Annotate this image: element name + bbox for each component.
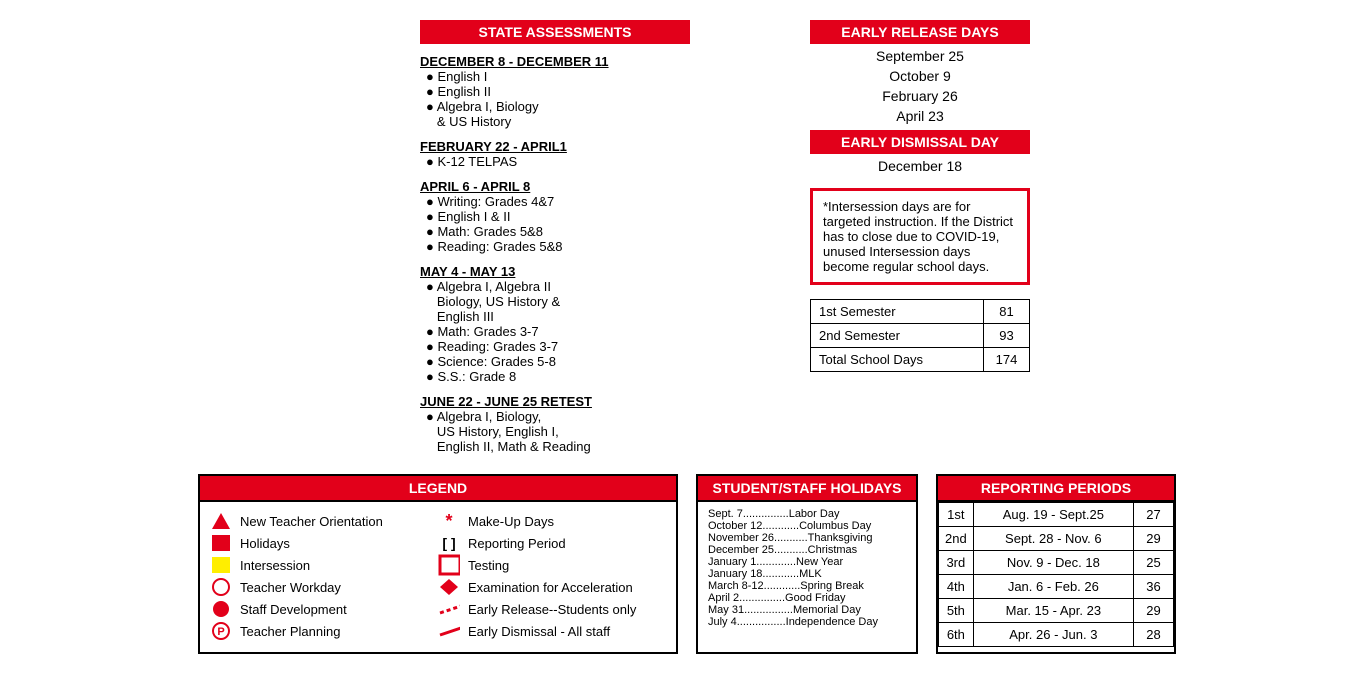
reporting-header: REPORTING PERIODS <box>938 476 1174 502</box>
holiday-row: May 31................Memorial Day <box>708 604 906 616</box>
semester-row: 1st Semester81 <box>811 300 1030 324</box>
legend-row: Testing <box>438 556 666 574</box>
assessment-item: ● Math: Grades 3-7 <box>420 324 690 339</box>
assessment-item: ● English I & II <box>420 209 690 224</box>
assessment-block-title: FEBRUARY 22 - APRIL1 <box>420 139 690 154</box>
legend-row: Intersession <box>210 556 438 574</box>
holiday-row: Sept. 7...............Labor Day <box>708 508 906 520</box>
holiday-row: October 12............Columbus Day <box>708 520 906 532</box>
assessment-item: ● Reading: Grades 5&8 <box>420 239 690 254</box>
reporting-row: 2ndSept. 28 - Nov. 629 <box>939 527 1174 551</box>
legend-label: Early Release--Students only <box>468 602 636 617</box>
legend-label: New Teacher Orientation <box>240 514 383 529</box>
semester-table: 1st Semester812nd Semester93Total School… <box>810 299 1030 372</box>
early-release-date: February 26 <box>810 88 1030 104</box>
square-outline-red-icon <box>438 556 460 574</box>
square-red-icon <box>210 534 232 552</box>
assessment-item: ● Algebra I, Biology, <box>420 409 690 424</box>
semester-row: Total School Days174 <box>811 348 1030 372</box>
assessment-item: ● Algebra I, Algebra II <box>420 279 690 294</box>
legend-label: Teacher Workday <box>240 580 341 595</box>
legend-label: Make-Up Days <box>468 514 554 529</box>
assessment-block-title: DECEMBER 8 - DECEMBER 11 <box>420 54 690 69</box>
legend-row: Teacher Workday <box>210 578 438 596</box>
early-release-date: October 9 <box>810 68 1030 84</box>
assessment-item: ● English I <box>420 69 690 84</box>
legend-panel: LEGEND New Teacher Orientation Holidays In… <box>198 474 678 654</box>
brackets-icon: [ ] <box>438 534 460 552</box>
holiday-row: January 18............MLK <box>708 568 906 580</box>
right-column: EARLY RELEASE DAYS September 25 October 9… <box>810 20 1030 454</box>
reporting-row: 5thMar. 15 - Apr. 2329 <box>939 599 1174 623</box>
assessment-block-title: MAY 4 - MAY 13 <box>420 264 690 279</box>
assessment-item: ● English II <box>420 84 690 99</box>
intersession-note: *Intersession days are for targeted inst… <box>810 188 1030 285</box>
reporting-row: 3rdNov. 9 - Dec. 1825 <box>939 551 1174 575</box>
assessment-block-title: JUNE 22 - JUNE 25 RETEST <box>420 394 690 409</box>
early-dismissal-header: EARLY DISMISSAL DAY <box>810 130 1030 154</box>
assessment-item: US History, English I, <box>420 424 690 439</box>
holiday-row: November 26...........Thanksgiving <box>708 532 906 544</box>
reporting-table: 1stAug. 19 - Sept.25272ndSept. 28 - Nov.… <box>938 502 1174 647</box>
early-release-date: April 23 <box>810 108 1030 124</box>
legend-row: Examination for Acceleration <box>438 578 666 596</box>
early-dismissal-date: December 18 <box>810 158 1030 174</box>
early-release-header: EARLY RELEASE DAYS <box>810 20 1030 44</box>
diamond-red-icon <box>438 578 460 596</box>
early-release-date: September 25 <box>810 48 1030 64</box>
legend-label: Examination for Acceleration <box>468 580 633 595</box>
holiday-row: March 8-12............Spring Break <box>708 580 906 592</box>
holiday-row: December 25...........Christmas <box>708 544 906 556</box>
assessment-item: ● Science: Grades 5-8 <box>420 354 690 369</box>
square-yellow-icon <box>210 556 232 574</box>
assessments-header: STATE ASSESSMENTS <box>420 20 690 44</box>
star-red-icon: * <box>438 512 460 530</box>
assessment-item: & US History <box>420 114 690 129</box>
holiday-row: April 2...............Good Friday <box>708 592 906 604</box>
legend-row: P Teacher Planning <box>210 622 438 640</box>
dash-red-icon <box>438 600 460 618</box>
holiday-row: January 1.............New Year <box>708 556 906 568</box>
state-assessments: STATE ASSESSMENTS DECEMBER 8 - DECEMBER … <box>420 20 690 454</box>
assessment-item: English III <box>420 309 690 324</box>
assessment-item: English II, Math & Reading <box>420 439 690 454</box>
reporting-panel: REPORTING PERIODS 1stAug. 19 - Sept.2527… <box>936 474 1176 654</box>
legend-label: Testing <box>468 558 509 573</box>
assessment-item: ● Reading: Grades 3-7 <box>420 339 690 354</box>
circle-outline-icon <box>210 578 232 596</box>
assessment-block-title: APRIL 6 - APRIL 8 <box>420 179 690 194</box>
circle-p-icon: P <box>210 622 232 640</box>
legend-row: * Make-Up Days <box>438 512 666 530</box>
assessment-item: ● K-12 TELPAS <box>420 154 690 169</box>
reporting-row: 4thJan. 6 - Feb. 2636 <box>939 575 1174 599</box>
slash-red-icon <box>438 622 460 640</box>
assessment-item: Biology, US History & <box>420 294 690 309</box>
circle-red-icon <box>210 600 232 618</box>
svg-text:P: P <box>217 626 224 638</box>
holiday-row: July 4................Independence Day <box>708 616 906 628</box>
legend-row: Staff Development <box>210 600 438 618</box>
reporting-row: 6thApr. 26 - Jun. 328 <box>939 623 1174 647</box>
reporting-row: 1stAug. 19 - Sept.2527 <box>939 503 1174 527</box>
legend-label: Reporting Period <box>468 536 566 551</box>
legend-label: Intersession <box>240 558 310 573</box>
legend-row: Early Dismissal - All staff <box>438 622 666 640</box>
legend-label: Early Dismissal - All staff <box>468 624 610 639</box>
holidays-panel: STUDENT/STAFF HOLIDAYS Sept. 7..........… <box>696 474 918 654</box>
assessment-item: ● Algebra I, Biology <box>420 99 690 114</box>
legend-row: Holidays <box>210 534 438 552</box>
assessment-item: ● Math: Grades 5&8 <box>420 224 690 239</box>
holidays-header: STUDENT/STAFF HOLIDAYS <box>698 476 916 502</box>
legend-header: LEGEND <box>200 476 676 502</box>
semester-row: 2nd Semester93 <box>811 324 1030 348</box>
triangle-red-icon <box>210 512 232 530</box>
legend-row: Early Release--Students only <box>438 600 666 618</box>
legend-label: Teacher Planning <box>240 624 340 639</box>
legend-row: [ ] Reporting Period <box>438 534 666 552</box>
legend-row: New Teacher Orientation <box>210 512 438 530</box>
legend-label: Holidays <box>240 536 290 551</box>
assessment-item: ● S.S.: Grade 8 <box>420 369 690 384</box>
assessment-item: ● Writing: Grades 4&7 <box>420 194 690 209</box>
legend-label: Staff Development <box>240 602 347 617</box>
